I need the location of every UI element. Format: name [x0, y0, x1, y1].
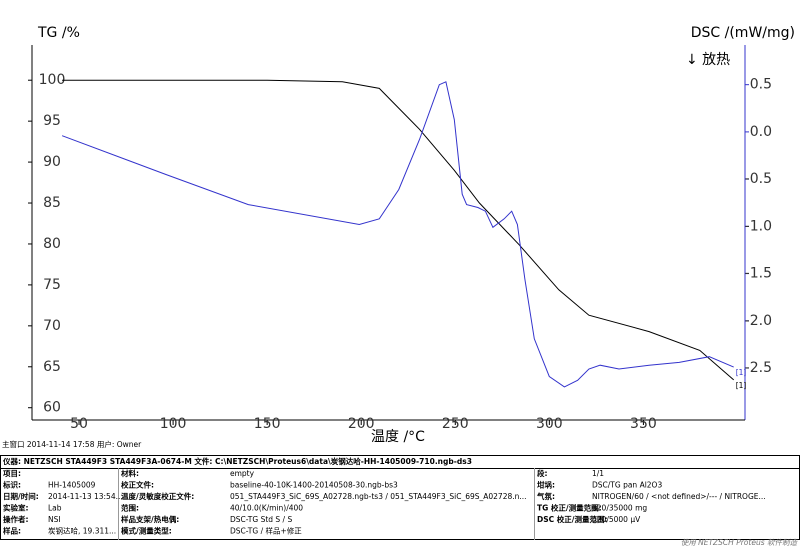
info-value: HH-1405009	[48, 481, 96, 490]
curve-label: [1]	[736, 381, 747, 390]
curve-label: [1]	[736, 368, 747, 377]
info-header: 仪器: NETZSCH STA449F3 STA449F3A-0674-M 文件…	[2, 456, 472, 466]
y-tick-label: 70	[43, 318, 61, 334]
info-label: 范围:	[121, 503, 139, 513]
curve	[62, 79, 735, 381]
x-tick-label: 300	[536, 416, 563, 432]
x-tick-label: 50	[70, 416, 88, 432]
info-value: DSC/TG pan Al2O3	[592, 481, 662, 490]
info-label: 样品:	[3, 526, 21, 536]
x-tick-label: 150	[254, 416, 281, 432]
y-tick-label: 65	[43, 359, 61, 375]
y2-axis-label: DSC /(mW/mg)	[691, 25, 795, 41]
y2-tick-label: -1.5	[745, 266, 772, 282]
y2-tick-label: 0.0	[750, 124, 772, 140]
info-value: 1/1	[592, 469, 604, 478]
y2-tick-label: -2.0	[745, 313, 772, 329]
info-value: baseline-40-10K-1400-20140508-30.ngb-bs3	[230, 481, 398, 490]
info-value: NSI	[48, 515, 61, 524]
info-label: DSC 校正/测量范围:	[537, 514, 607, 524]
info-label: 样品支架/热电偶:	[121, 514, 179, 524]
info-label: 温度/灵敏度校正文件:	[121, 491, 194, 501]
info-label: 项目:	[3, 469, 21, 478]
y-tick-label: 100	[39, 72, 66, 88]
x-axis-label: 温度 /°C	[371, 429, 425, 445]
y2-tick-label: -2.5	[745, 360, 772, 376]
info-value: 020/35000 mg	[592, 504, 647, 513]
info-label: 校正文件:	[121, 480, 154, 490]
exo-note: ↓ 放热	[686, 52, 730, 68]
y-tick-label: 85	[43, 195, 61, 211]
x-tick-label: 100	[160, 416, 187, 432]
info-value: 2014-11-13 13:54...	[48, 492, 123, 501]
x-tick-label: 250	[442, 416, 469, 432]
info-label: 日期/时间:	[3, 491, 39, 501]
info-label: 标识:	[2, 480, 21, 490]
x-tick-label: 200	[348, 416, 375, 432]
info-value: Lab	[48, 504, 62, 513]
x-tick-label: 350	[630, 416, 657, 432]
y2-tick-label: -1.0	[745, 218, 772, 234]
curve	[61, 81, 734, 388]
info-label: 材料:	[121, 468, 139, 478]
info-value: empty	[230, 469, 255, 478]
info-label: 操作者:	[3, 514, 29, 524]
info-value: 051_STA449F3_SiC_69S_A02728.ngb-ts3 / 05…	[230, 492, 527, 501]
info-label: 坩埚:	[537, 480, 555, 490]
info-value: 40/10.0(K/min)/400	[230, 504, 303, 513]
y2-tick-label: -0.5	[745, 171, 772, 187]
y2-tick-label: 0.5	[750, 77, 772, 93]
y-tick-label: 90	[43, 154, 61, 170]
y-tick-label: 75	[43, 277, 61, 293]
info-value: NITROGEN/60 / <not defined>/--- / NITROG…	[592, 492, 766, 501]
info-label: 气氛:	[536, 491, 555, 501]
y-axis-label: TG /%	[37, 25, 80, 41]
info-label: 模式/测量类型:	[121, 526, 172, 536]
info-label: 段:	[537, 468, 548, 478]
y-tick-label: 60	[43, 400, 61, 416]
info-label: TG 校正/测量范围:	[537, 503, 602, 513]
info-value: DSC-TG / 样品+修正	[230, 526, 302, 536]
info-value: 020/5000 µV	[592, 515, 641, 524]
status: 主窗口 2014-11-14 17:58 用户: Owner	[2, 439, 142, 449]
info-value: DSC-TG Std S / S	[230, 515, 292, 524]
info-label: 实验室:	[3, 503, 29, 513]
y-tick-label: 80	[43, 236, 61, 252]
info-value: 炭钢达哈, 19.311...	[48, 526, 116, 536]
y-tick-label: 95	[43, 113, 61, 129]
footer: 使用 NETZSCH Proteus 软件制造	[681, 538, 799, 547]
